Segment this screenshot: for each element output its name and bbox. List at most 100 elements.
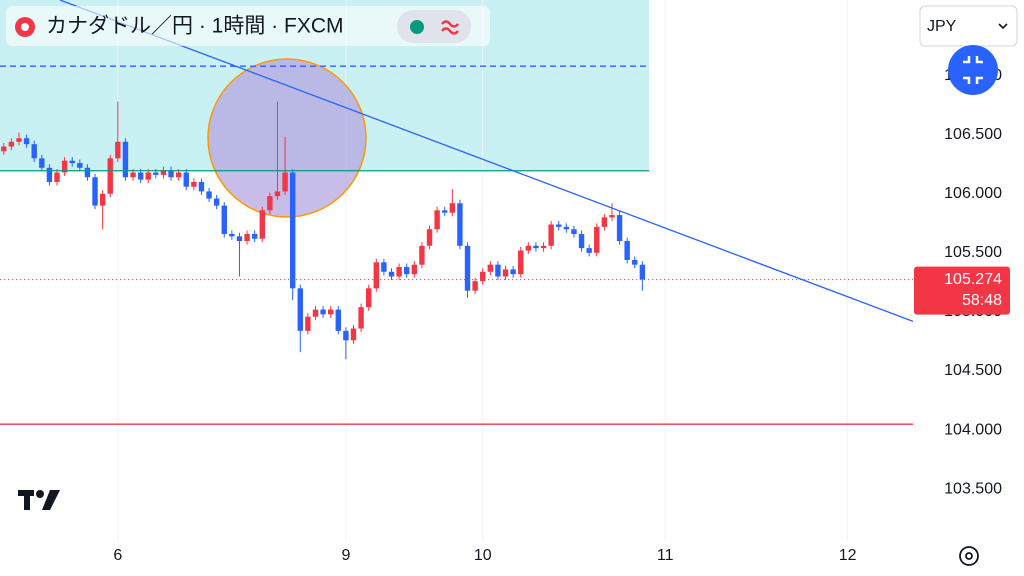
candle-body [213, 198, 220, 206]
candle-body [632, 259, 638, 265]
candle-body [616, 215, 623, 242]
x-tick-label: 12 [839, 547, 857, 564]
candle-body [502, 269, 509, 277]
collapse-button[interactable] [948, 45, 998, 95]
candle-body [69, 160, 75, 164]
candle-body [99, 193, 106, 206]
candle-body [77, 163, 83, 168]
candle-body [563, 226, 570, 230]
candle-body [624, 241, 630, 260]
candle-body [206, 191, 212, 199]
candle-body [259, 210, 265, 239]
y-tick-label: 104.500 [944, 362, 1002, 379]
candle-body [267, 196, 273, 211]
candle-body [480, 271, 486, 282]
y-tick-label: 105.500 [944, 244, 1002, 261]
candle-body [23, 138, 30, 145]
candle-body [495, 264, 501, 277]
legend-bg [6, 6, 490, 46]
candle-body [388, 271, 395, 277]
x-tick-label: 9 [341, 547, 350, 564]
candle-body [312, 309, 319, 317]
candle-body [426, 229, 433, 246]
y-tick-label: 106.000 [944, 185, 1002, 202]
chart-title: カナダドル／円 · 1時間 · FXCM [46, 15, 344, 38]
candle-body [548, 224, 554, 246]
x-tick-label: 10 [474, 547, 492, 564]
status-pill[interactable] [397, 10, 471, 43]
candle-body [84, 167, 91, 178]
circle-drawing [207, 58, 367, 218]
candle-body [419, 245, 425, 265]
price-tag [914, 266, 1010, 315]
candle-body [244, 233, 250, 242]
candle-body [464, 245, 471, 291]
x-tick-label: 6 [113, 547, 122, 564]
candle-body [46, 167, 53, 182]
candle-body [130, 172, 136, 178]
settings-icon[interactable] [959, 546, 979, 566]
candle-body [510, 269, 516, 275]
candle-body [61, 160, 68, 173]
candle-body [153, 172, 159, 175]
y-tick-label: 104.000 [944, 421, 1002, 438]
candle-body [221, 205, 227, 234]
flag-icon-leaf [21, 23, 29, 31]
candle-body [381, 262, 387, 272]
trendline [59, 0, 914, 323]
candle-body [115, 141, 121, 159]
status-dot [410, 20, 424, 34]
candle-body [183, 172, 189, 187]
candle-body [107, 158, 113, 194]
candle-body [92, 177, 98, 206]
candle-body [39, 158, 45, 168]
candle-body [472, 281, 478, 291]
countdown: 58:48 [962, 292, 1002, 309]
candle-body [586, 248, 592, 253]
candle-body [533, 245, 539, 249]
candle-body [594, 226, 600, 253]
candle-body [282, 172, 288, 192]
candle-body [578, 233, 585, 249]
collapse-icon [963, 56, 983, 84]
candle-body [327, 309, 334, 315]
status-wave [441, 20, 459, 35]
settings-icon-core [965, 552, 973, 560]
candle-body [457, 203, 463, 246]
candle-body [365, 288, 372, 308]
candle-body [396, 267, 402, 277]
candle-body [518, 250, 524, 275]
candle-body [137, 172, 144, 180]
candle-body [1, 146, 7, 152]
candle-body [297, 288, 303, 331]
candle-body [601, 217, 608, 227]
candle-body [358, 307, 364, 329]
candle-body [411, 264, 418, 275]
candle-body [556, 224, 562, 227]
candle-body [434, 210, 440, 230]
candle-body [122, 141, 129, 178]
candle-body [274, 191, 281, 197]
price-tag-label: 105.274 [944, 271, 1002, 288]
candle-body [335, 309, 341, 331]
candle-body [320, 309, 326, 315]
candle-body [609, 215, 615, 218]
candle-body [8, 141, 15, 147]
candle-body [373, 262, 379, 289]
candle-body [350, 328, 357, 341]
candle-body [571, 229, 577, 234]
candle-body [525, 245, 532, 251]
candle-body [289, 172, 296, 289]
y-tick-label: 103.500 [944, 480, 1002, 497]
candle-body [540, 245, 547, 249]
candle-body [343, 330, 349, 341]
y-tick-label: 106.500 [944, 126, 1002, 143]
candle-body [404, 267, 410, 275]
candle-body [236, 236, 243, 242]
candle-body [175, 172, 182, 178]
candle-body [168, 170, 174, 178]
candle-body [54, 172, 60, 182]
candle-body [442, 210, 448, 213]
candle-body [449, 203, 456, 213]
